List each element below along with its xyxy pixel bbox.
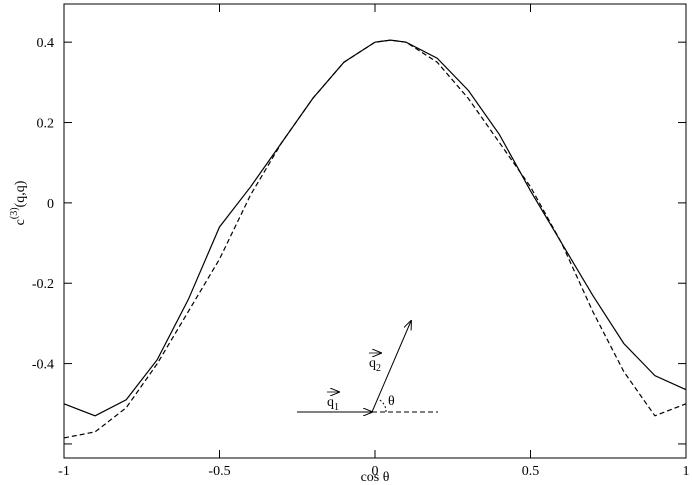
line-series [63,39,687,417]
y-label-base: c [13,219,28,225]
q1-text: q [327,395,334,410]
q2-label: q2 [369,356,381,374]
plot-frame [63,3,687,459]
y-tick-label: 0 [47,197,54,212]
angle-label: θ [388,394,395,409]
q2-arrow [371,321,411,413]
x-tick-label: -1 [58,464,70,479]
q2-text: q [369,356,376,371]
q2-sub: 2 [376,363,381,374]
q1-label: q1 [327,395,339,413]
y-tick-label: 0.2 [37,117,55,132]
x-tick-label: 0.5 [522,464,540,479]
inset-diagram: q1 q2 θ [297,321,438,413]
q1-sub: 1 [334,402,339,413]
y-tick-label: -0.2 [32,277,54,292]
y-label-rest: (q,q) [13,180,28,207]
angle-arc [377,398,387,413]
x-tick-label: 1 [683,464,690,479]
x-axis-label: cos θ [361,470,390,485]
x-tick-label: 0 [372,464,379,479]
x-tick-label: -0.5 [208,464,230,479]
line-series [63,39,687,439]
y-tick-label: -0.4 [32,358,54,373]
y-tick-label: 0.4 [37,36,55,51]
y-axis-label: c(3)(q,q) [9,180,28,225]
y-label-sup: (3) [9,207,20,219]
